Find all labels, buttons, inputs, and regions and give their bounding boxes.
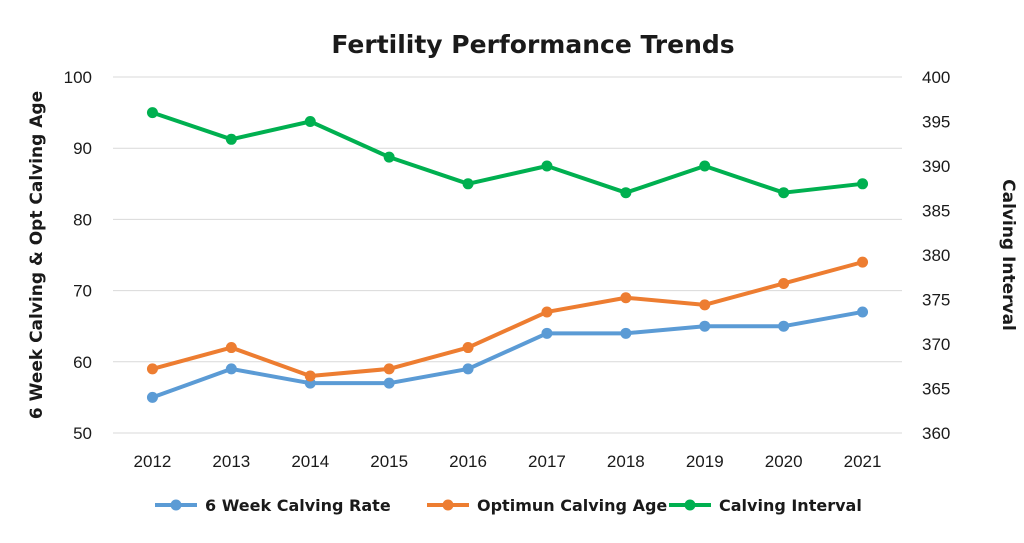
legend-item-calving-interval: Calving Interval — [669, 496, 862, 515]
series-line — [150, 309, 865, 400]
y-tick-label: 90 — [73, 139, 92, 158]
data-point — [146, 391, 158, 403]
y-tick-label: 60 — [73, 353, 92, 372]
y2-tick-label: 370 — [922, 335, 950, 354]
data-point — [225, 342, 237, 354]
data-point — [541, 306, 553, 318]
legend-label: Optimun Calving Age — [477, 496, 667, 515]
y-axis-right-ticks: 360 365 370 375 380 385 390 395 400 — [922, 68, 950, 443]
data-point — [620, 327, 632, 339]
x-tick-label: 2015 — [370, 452, 408, 471]
data-point — [620, 187, 632, 199]
x-tick-label: 2012 — [134, 452, 172, 471]
y2-tick-label: 400 — [922, 68, 950, 87]
data-point — [462, 342, 474, 354]
x-axis-ticks: 2012 2013 2014 2015 2016 2017 2018 2019 2020 2021 — [134, 452, 882, 471]
y2-tick-label: 390 — [922, 157, 950, 176]
legend-item-6-week-calving-rate: 6 Week Calving Rate — [155, 496, 391, 515]
y-axis-left-label: 6 Week Calving & Opt Calving Age — [27, 91, 47, 419]
data-point — [620, 292, 632, 304]
data-point — [383, 363, 395, 375]
y2-tick-label: 365 — [922, 380, 950, 399]
y-tick-label: 50 — [73, 424, 92, 443]
legend-item-optimun-calving-age: Optimun Calving Age — [427, 496, 667, 515]
data-point — [699, 160, 711, 172]
legend-marker — [684, 499, 696, 511]
y-tick-label: 80 — [73, 210, 92, 229]
y-axis-left-ticks: 50 60 70 80 90 100 — [64, 68, 92, 443]
chart-title: Fertility Performance Trends — [331, 30, 734, 59]
legend-label: 6 Week Calving Rate — [205, 496, 391, 515]
gridlines — [113, 76, 902, 434]
data-point — [304, 370, 316, 382]
data-point — [857, 256, 869, 268]
series-line — [150, 260, 865, 379]
legend-marker — [170, 499, 182, 511]
y-tick-label: 70 — [73, 282, 92, 301]
x-tick-label: 2020 — [765, 452, 803, 471]
x-tick-label: 2017 — [528, 452, 566, 471]
legend: 6 Week Calving Rate Optimun Calving Age Ca… — [155, 496, 862, 515]
data-point — [857, 178, 869, 190]
series-optimun-calving-age — [146, 256, 869, 382]
x-tick-label: 2018 — [607, 452, 645, 471]
legend-label: Calving Interval — [719, 496, 862, 515]
data-point — [225, 363, 237, 375]
x-tick-label: 2021 — [844, 452, 882, 471]
x-tick-label: 2019 — [686, 452, 724, 471]
y-tick-label: 100 — [64, 68, 92, 87]
data-point — [383, 377, 395, 389]
data-point — [146, 107, 158, 119]
data-point — [541, 327, 553, 339]
series-line — [150, 110, 865, 195]
data-point — [778, 277, 790, 289]
y2-tick-label: 360 — [922, 424, 950, 443]
data-point — [699, 299, 711, 311]
data-point — [304, 116, 316, 127]
y2-tick-label: 395 — [922, 113, 950, 132]
data-point — [462, 178, 474, 190]
data-point — [383, 151, 395, 163]
y2-tick-label: 375 — [922, 291, 950, 310]
y2-tick-label: 385 — [922, 202, 950, 221]
legend-marker — [442, 499, 454, 511]
x-tick-label: 2016 — [449, 452, 487, 471]
x-tick-label: 2014 — [291, 452, 329, 471]
data-point — [146, 363, 158, 375]
data-point — [225, 133, 237, 145]
series — [146, 107, 869, 403]
data-point — [462, 363, 474, 375]
data-point — [699, 320, 711, 332]
data-point — [778, 187, 790, 199]
x-tick-label: 2013 — [212, 452, 250, 471]
y-axis-right-label: Calving Interval — [998, 179, 1018, 331]
series-calving-interval — [146, 107, 869, 199]
data-point — [541, 160, 553, 172]
y2-tick-label: 380 — [922, 246, 950, 265]
data-point — [857, 306, 869, 318]
data-point — [778, 320, 790, 332]
